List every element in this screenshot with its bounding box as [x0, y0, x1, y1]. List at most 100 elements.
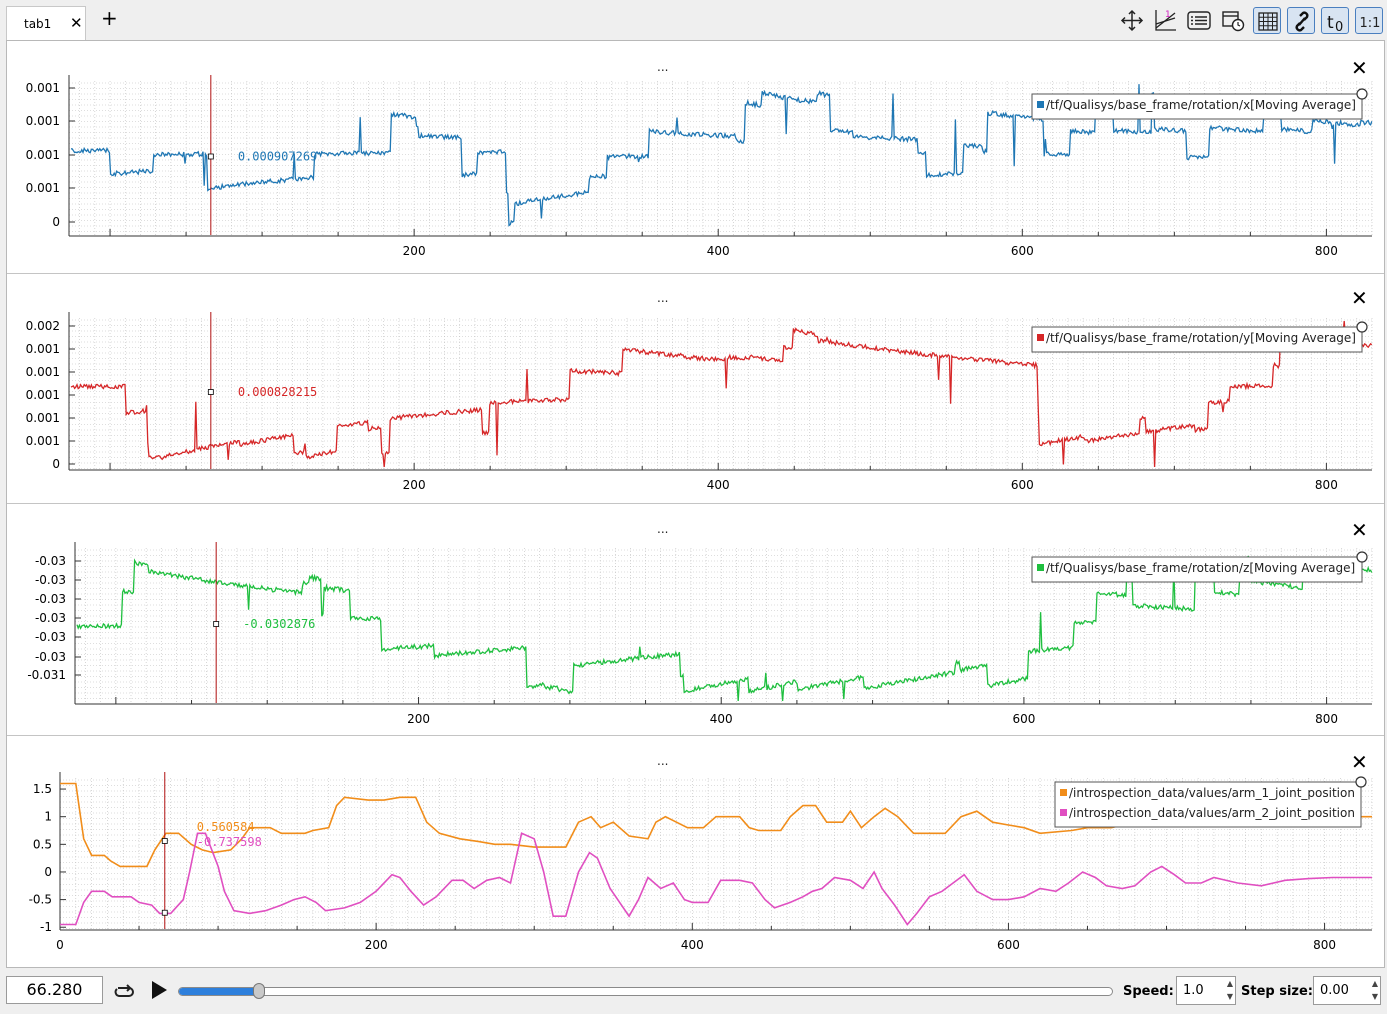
- plot-canvas[interactable]: 200 400 600 800 -0.03 -0.03 -0.03 -0.03 -0.03 -0.…: [7, 504, 1384, 735]
- x-tick-label: 0: [56, 938, 64, 952]
- x-tick-label: 400: [681, 938, 704, 952]
- cursor-value-label: -0.737598: [197, 835, 262, 849]
- panel-title: ...: [657, 522, 669, 536]
- panel-title: ...: [657, 60, 669, 74]
- one-to-one-icon[interactable]: 1:1: [1355, 7, 1383, 34]
- x-tick-label: 600: [1011, 478, 1034, 492]
- plot-panel-rotation-x[interactable]: 200 400 600 800 0.001 0.001 0.001 0.001 0 0.00090…: [7, 41, 1384, 274]
- speed-input[interactable]: [1181, 982, 1217, 999]
- y-tick-label: 0.001: [26, 181, 60, 195]
- series-line-1: [70, 320, 1373, 468]
- cursor-value-label: 0.000828215: [238, 385, 317, 399]
- speed-spinbox[interactable]: ▲ ▼: [1176, 976, 1236, 1005]
- grid: [75, 548, 1373, 705]
- link-icon[interactable]: [1287, 7, 1315, 34]
- y-tick-label: 0.001: [26, 434, 60, 448]
- panel-close-icon[interactable]: ✕: [1351, 286, 1368, 310]
- y-tick-label: 0.001: [26, 388, 60, 402]
- plot-area: 200 400 600 800 0.001 0.001 0.001 0.001 0 0.00090…: [6, 40, 1385, 968]
- x-tick-label: 600: [1011, 244, 1034, 258]
- svg-text:0: 0: [1335, 20, 1343, 35]
- cursor-value-label: 0.000907269: [238, 150, 317, 164]
- plot-panel-rotation-y[interactable]: 200 400 600 800 0.002 0.001 0.001 0.001 0.001 0.0…: [7, 274, 1384, 504]
- x-tick-label: 200: [403, 244, 426, 258]
- series-line-2: [60, 832, 1372, 926]
- legend-swatch: [1037, 564, 1044, 571]
- x-tick-label: 200: [365, 938, 388, 952]
- panel-close-icon[interactable]: ✕: [1351, 750, 1368, 774]
- time-slider-progress: [179, 988, 260, 995]
- series-line-1: [76, 555, 1373, 701]
- cursor-marker: [207, 389, 214, 395]
- plot-canvas[interactable]: 200 400 600 800 0.002 0.001 0.001 0.001 0.001 0.0…: [7, 274, 1384, 503]
- y-tick-label: 0: [52, 215, 60, 229]
- x-tick-label: 600: [997, 938, 1020, 952]
- spin-down-icon[interactable]: ▼: [1371, 992, 1378, 1001]
- spin-up-icon[interactable]: ▲: [1371, 979, 1378, 988]
- move-icon[interactable]: [1118, 7, 1146, 34]
- cursor-value-label: -0.0302876: [243, 617, 315, 631]
- tab-tab1[interactable]: tab1 ✕: [6, 6, 86, 41]
- grid: [69, 81, 1373, 236]
- legend-swatch: [1060, 789, 1067, 796]
- grid-icon[interactable]: [1253, 7, 1281, 34]
- panel-title: ...: [657, 754, 669, 768]
- tab-close-icon[interactable]: ✕: [70, 14, 83, 32]
- legend: /tf/Qualisys/base_frame/rotation/y[Movin…: [1031, 321, 1368, 353]
- y-tick-label: 0.002: [26, 319, 60, 333]
- cursor-value-label: 0.560584: [197, 820, 255, 834]
- legend-entry: /tf/Qualisys/base_frame/rotation/z[Movin…: [1046, 561, 1355, 575]
- time-slider[interactable]: [178, 987, 1113, 996]
- spin-up-icon[interactable]: ▲: [1226, 979, 1233, 988]
- panel-title: ...: [657, 291, 669, 305]
- legend-swatch: [1037, 101, 1044, 108]
- legend-entry: /introspection_data/values/arm_2_joint_p…: [1069, 806, 1355, 820]
- y-tick-label: 0.001: [26, 114, 60, 128]
- x-tick-label: 200: [407, 712, 430, 726]
- legend-list-icon[interactable]: [1185, 7, 1213, 34]
- current-time-field[interactable]: 66.280: [6, 976, 103, 1004]
- legend-resize-handle: [1356, 321, 1368, 333]
- panel-close-icon[interactable]: ✕: [1351, 518, 1368, 542]
- step-size-input[interactable]: [1318, 982, 1354, 999]
- plot-panel-rotation-z[interactable]: 200 400 600 800 -0.03 -0.03 -0.03 -0.03 -0.03 -0.…: [7, 504, 1384, 736]
- y-tick-label: 0.001: [26, 342, 60, 356]
- grid: [69, 318, 1373, 470]
- cursor-marker: [213, 621, 220, 627]
- y-tick-label: 0.001: [26, 81, 60, 95]
- legend-entry: /introspection_data/values/arm_1_joint_p…: [1069, 786, 1355, 800]
- y-tick-label: 1.5: [33, 782, 52, 796]
- player-bar: 66.280 Speed: ▲ ▼ Step size: ▲ ▼: [0, 969, 1387, 1014]
- plot-panel-joint-positions[interactable]: 0 200 400 600 800 1.5 1 0.5 0 -0.5 -1 0.560584 -0.73…: [7, 736, 1384, 967]
- series-line-1: [70, 84, 1373, 227]
- series-line-1: [60, 782, 1372, 868]
- legend-resize-handle: [1356, 551, 1368, 563]
- legend: /introspection_data/values/arm_1_joint_p…: [1054, 776, 1367, 828]
- legend-resize-handle: [1356, 88, 1368, 100]
- plot-canvas[interactable]: 0 200 400 600 800 1.5 1 0.5 0 -0.5 -1 0.560584-0.73…: [7, 736, 1384, 967]
- y-tick-label: -0.5: [29, 893, 52, 907]
- y-tick-label: 0.001: [26, 148, 60, 162]
- add-tab-button[interactable]: +: [101, 6, 118, 30]
- play-icon[interactable]: [150, 980, 168, 1004]
- spin-down-icon[interactable]: ▼: [1226, 992, 1233, 1001]
- panel-close-icon[interactable]: ✕: [1351, 56, 1368, 80]
- x-tick-label: 400: [710, 712, 733, 726]
- calendar-time-icon[interactable]: [1219, 7, 1247, 34]
- y-tick-label: -1: [40, 920, 52, 934]
- plot-canvas[interactable]: 200 400 600 800 0.001 0.001 0.001 0.001 0 0.00090…: [7, 41, 1384, 273]
- legend-swatch: [1060, 809, 1067, 816]
- time-slider-handle[interactable]: [252, 983, 265, 999]
- loop-icon[interactable]: [113, 979, 137, 1007]
- x-tick-label: 800: [1315, 712, 1338, 726]
- y-tick-label: -0.03: [35, 592, 66, 606]
- y-tick-label: -0.03: [35, 573, 66, 587]
- y-tick-label: 0.001: [26, 365, 60, 379]
- axis-ratio-icon[interactable]: 1: [1151, 7, 1179, 34]
- legend: /tf/Qualisys/base_frame/rotation/x[Movin…: [1031, 88, 1368, 120]
- y-tick-label: 0.5: [33, 837, 52, 851]
- legend-resize-handle: [1355, 776, 1367, 788]
- step-size-spinbox[interactable]: ▲ ▼: [1313, 976, 1381, 1005]
